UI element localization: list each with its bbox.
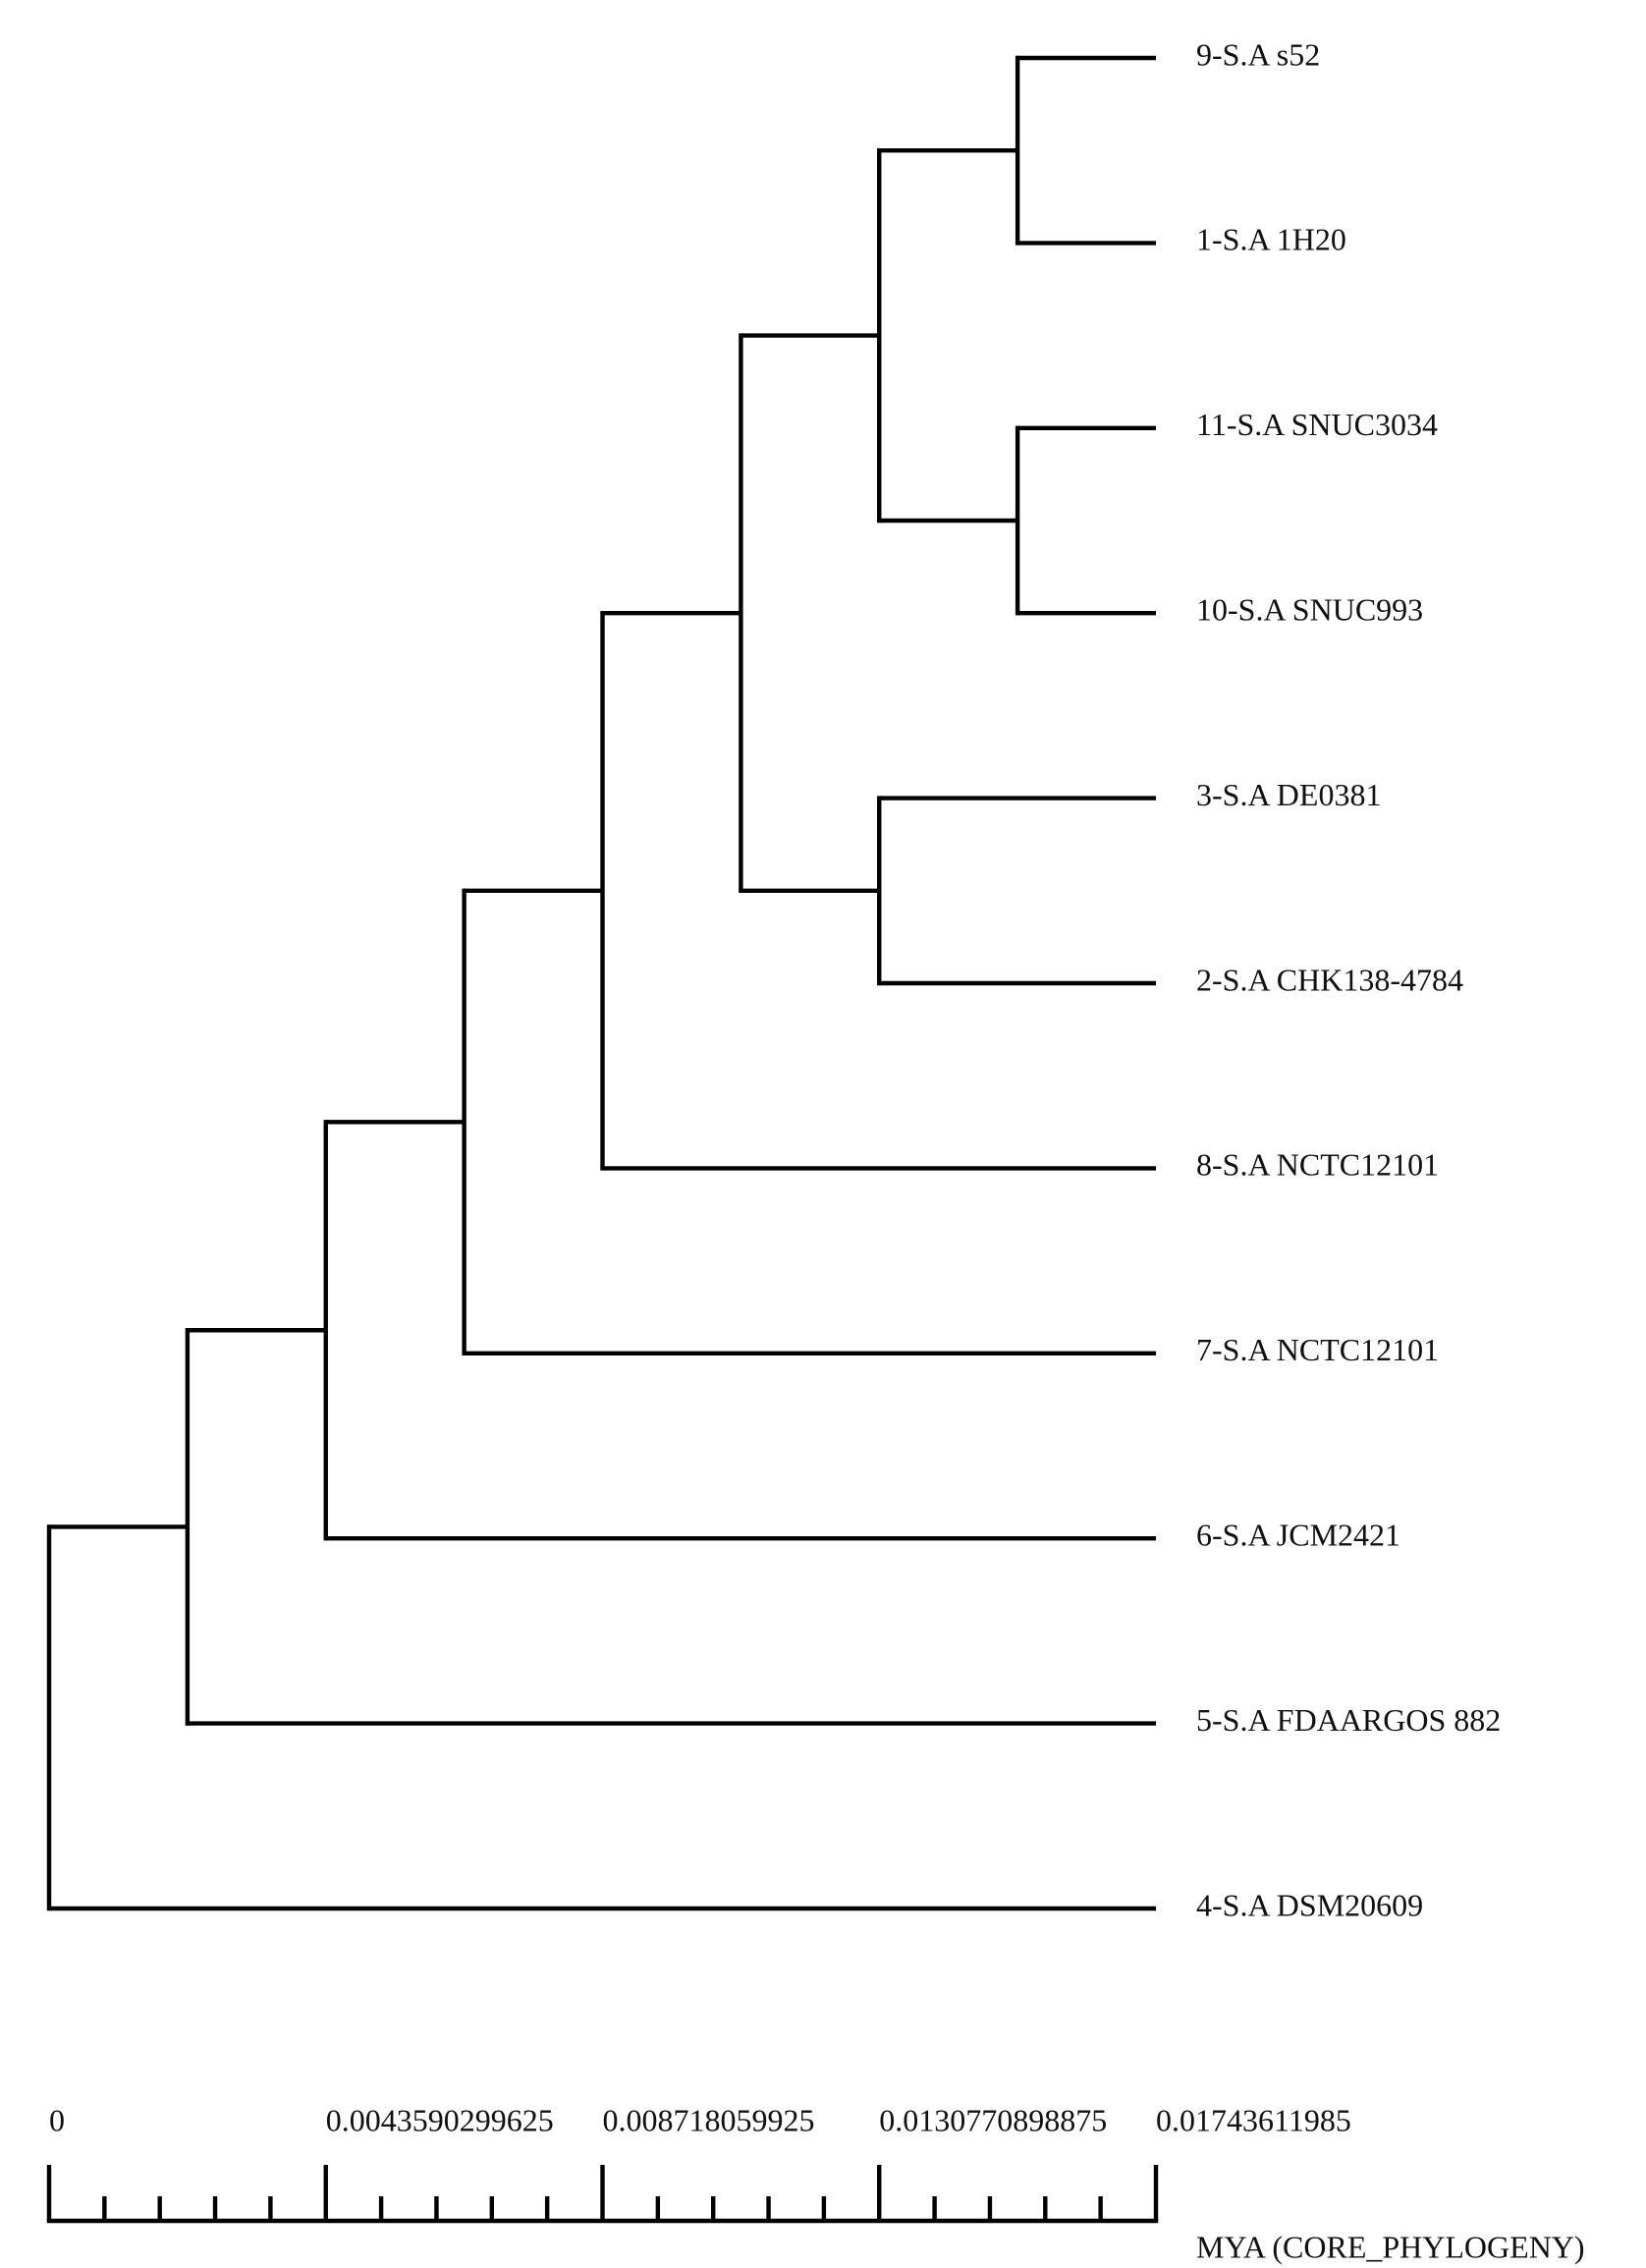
x-tick-label: 0.008718059925 — [603, 2102, 815, 2137]
leaf-label: 7-S.A NCTC12101 — [1196, 1332, 1439, 1367]
leaf-label: 6-S.A JCM2421 — [1196, 1518, 1400, 1553]
leaf-label: 8-S.A NCTC12101 — [1196, 1147, 1439, 1183]
leaf-label: 10-S.A SNUC993 — [1196, 592, 1423, 628]
leaf-label: 2-S.A CHK138-4784 — [1196, 962, 1463, 997]
leaf-label: 11-S.A SNUC3034 — [1196, 407, 1438, 442]
x-tick-label: 0 — [49, 2102, 65, 2137]
leaf-label: 1-S.A 1H20 — [1196, 222, 1346, 257]
leaf-label: 9-S.A s52 — [1196, 36, 1320, 72]
leaf-label: 3-S.A DE0381 — [1196, 777, 1381, 812]
leaf-label: 4-S.A DSM20609 — [1196, 1887, 1423, 1922]
x-tick-label: 0.0130770898875 — [879, 2102, 1107, 2137]
leaf-label: 5-S.A FDAARGOS 882 — [1196, 1702, 1501, 1738]
x-axis-label: MYA (CORE_PHYLOGENY) — [1196, 2229, 1585, 2264]
x-tick-label: 0.01743611985 — [1156, 2102, 1351, 2137]
x-tick-label: 0.0043590299625 — [326, 2102, 554, 2137]
